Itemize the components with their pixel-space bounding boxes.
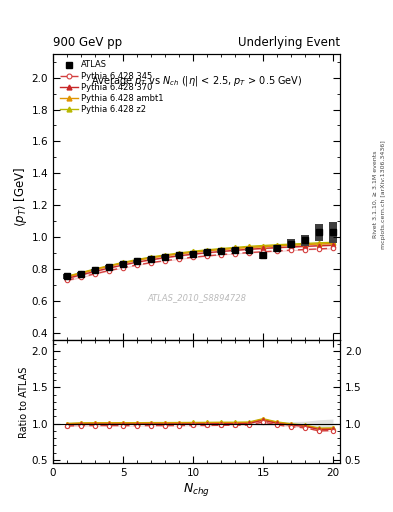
- Bar: [245, 248, 253, 251]
- ATLAS: [205, 249, 209, 255]
- Bar: [91, 269, 99, 272]
- Bar: [133, 260, 141, 263]
- Text: Average $p_T$ vs $N_{ch}$ ($|\eta|$ < 2.5, $p_T$ > 0.5 GeV): Average $p_T$ vs $N_{ch}$ ($|\eta|$ < 2.…: [91, 74, 302, 88]
- Bar: [63, 273, 71, 280]
- Bar: [161, 255, 169, 259]
- ATLAS: [191, 250, 195, 257]
- ATLAS: [219, 248, 223, 254]
- Text: 900 GeV pp: 900 GeV pp: [53, 36, 122, 49]
- Bar: [119, 263, 127, 266]
- X-axis label: $N_{chg}$: $N_{chg}$: [183, 481, 210, 498]
- ATLAS: [331, 229, 335, 236]
- ATLAS: [233, 247, 237, 253]
- Bar: [189, 252, 197, 255]
- ATLAS: [261, 252, 265, 258]
- Bar: [315, 224, 323, 241]
- Legend: ATLAS, Pythia 6.428 345, Pythia 6.428 370, Pythia 6.428 ambt1, Pythia 6.428 z2: ATLAS, Pythia 6.428 345, Pythia 6.428 37…: [57, 58, 166, 116]
- Bar: [259, 251, 267, 259]
- Bar: [329, 222, 337, 243]
- ATLAS: [93, 267, 97, 273]
- Bar: [77, 272, 85, 275]
- Bar: [301, 236, 309, 246]
- Bar: [175, 253, 183, 257]
- ATLAS: [303, 238, 307, 244]
- ATLAS: [121, 261, 125, 267]
- Line: ATLAS: ATLAS: [64, 230, 336, 279]
- Bar: [287, 239, 295, 248]
- Text: mcplots.cern.ch [arXiv:1306.3436]: mcplots.cern.ch [arXiv:1306.3436]: [381, 140, 386, 249]
- ATLAS: [107, 264, 111, 270]
- ATLAS: [163, 254, 167, 260]
- Bar: [203, 250, 211, 254]
- Bar: [147, 258, 155, 261]
- ATLAS: [135, 258, 140, 264]
- Y-axis label: Ratio to ATLAS: Ratio to ATLAS: [19, 366, 29, 438]
- Text: Rivet 3.1.10, ≥ 3.1M events: Rivet 3.1.10, ≥ 3.1M events: [373, 151, 378, 238]
- Bar: [105, 265, 113, 269]
- ATLAS: [247, 246, 252, 252]
- Bar: [231, 248, 239, 252]
- Bar: [273, 245, 281, 252]
- Y-axis label: $\langle p_T \rangle$ [GeV]: $\langle p_T \rangle$ [GeV]: [12, 167, 29, 227]
- ATLAS: [317, 229, 321, 236]
- ATLAS: [65, 273, 70, 280]
- ATLAS: [176, 252, 181, 258]
- ATLAS: [275, 245, 279, 251]
- ATLAS: [79, 271, 83, 277]
- ATLAS: [149, 256, 153, 262]
- Text: ATLAS_2010_S8894728: ATLAS_2010_S8894728: [147, 293, 246, 302]
- Bar: [217, 249, 225, 253]
- ATLAS: [288, 241, 293, 247]
- Text: Underlying Event: Underlying Event: [238, 36, 340, 49]
